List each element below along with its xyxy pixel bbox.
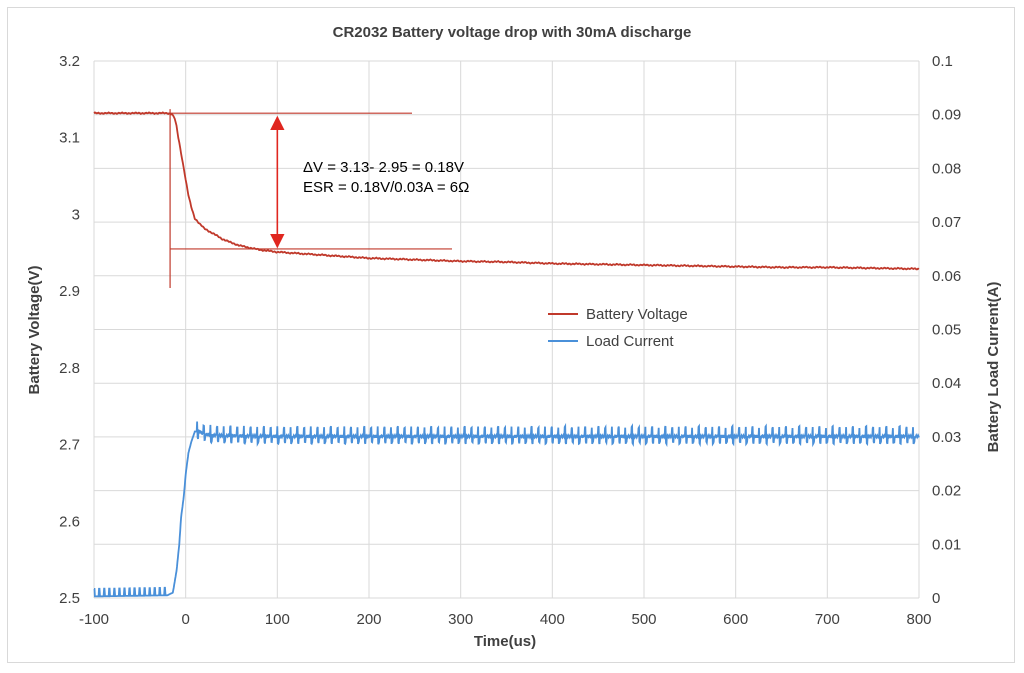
x-tick-label-5: 400	[540, 611, 565, 628]
y-tick-label-5: 3	[72, 206, 80, 223]
y-tick-label-2: 2.7	[59, 437, 80, 454]
y2-tick-labels: 0 0.01 0.02 0.03 0.04 0.05 0.06 0.07 0.08 0.09 0.1	[932, 53, 961, 607]
x-tick-label-7: 600	[723, 611, 748, 628]
chart-frame	[7, 7, 1015, 663]
x-tick-labels: -100 0 100 200 300 400 500 600 700 800	[79, 611, 932, 628]
y2-tick-label-8: 0.08	[932, 160, 961, 177]
y-tick-labels: 2.5 2.6 2.7 2.8 2.9 3 3.1 3.2	[59, 53, 80, 607]
y-tick-label-6: 3.1	[59, 130, 80, 147]
series-line-battery-voltage	[93, 111, 920, 271]
y2-tick-label-5: 0.05	[932, 322, 961, 339]
x-tick-label-0: -100	[79, 611, 109, 628]
series-line-load-current	[93, 421, 920, 598]
annotation-esr: ESR = 0.18V/0.03A = 6Ω	[303, 179, 469, 196]
y2-tick-label-4: 0.04	[932, 375, 961, 392]
x-tick-label-6: 500	[631, 611, 656, 628]
gridlines	[93, 60, 920, 599]
x-axis-title: Time(us)	[474, 633, 536, 650]
x-tick-label-9: 800	[906, 611, 931, 628]
x-tick-label-3: 200	[356, 611, 381, 628]
y-tick-label-0: 2.5	[59, 590, 80, 607]
x-tick-label-8: 700	[815, 611, 840, 628]
y2-tick-label-0: 0	[932, 590, 940, 607]
annotation-delta-v: ΔV = 3.13- 2.95 = 0.18V	[303, 159, 464, 176]
y2-tick-label-3: 0.03	[932, 429, 961, 446]
y-axis-title: Battery Voltage(V)	[26, 266, 43, 395]
y-tick-label-1: 2.6	[59, 513, 80, 530]
plot-lines	[93, 111, 920, 598]
x-tick-label-2: 100	[265, 611, 290, 628]
legend-label-voltage: Battery Voltage	[586, 306, 688, 323]
legend-label-current: Load Current	[586, 333, 674, 350]
y2-tick-label-9: 0.09	[932, 107, 961, 124]
y2-tick-label-7: 0.07	[932, 214, 961, 231]
y2-axis-title: Battery Load Current(A)	[985, 282, 1002, 453]
y2-tick-label-6: 0.06	[932, 268, 961, 285]
legend: Battery Voltage Load Current	[548, 306, 688, 350]
x-tick-label-1: 0	[181, 611, 189, 628]
y2-tick-label-2: 0.02	[932, 483, 961, 500]
y-tick-label-7: 3.2	[59, 53, 80, 70]
chart-title: CR2032 Battery voltage drop with 30mA di…	[333, 24, 692, 41]
x-tick-label-4: 300	[448, 611, 473, 628]
reference-lines	[94, 109, 452, 288]
y2-tick-label-1: 0.01	[932, 536, 961, 553]
y-tick-label-3: 2.8	[59, 360, 80, 377]
y2-tick-label-10: 0.1	[932, 53, 953, 70]
y-tick-label-4: 2.9	[59, 283, 80, 300]
